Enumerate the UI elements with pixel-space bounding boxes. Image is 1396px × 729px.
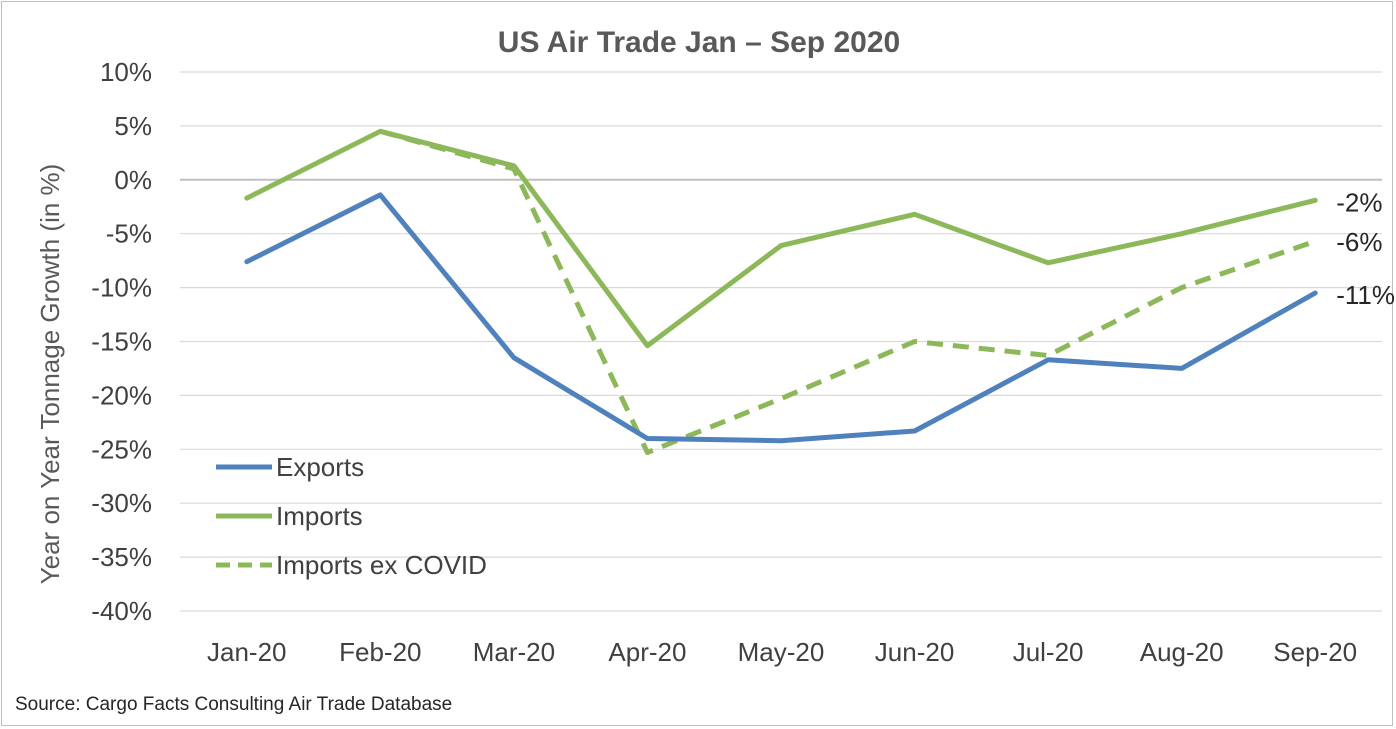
legend-label: Imports ex COVID [276,550,487,580]
y-axis-label: Year on Year Tonnage Growth (in %) [35,164,65,585]
source-note: Source: Cargo Facts Consulting Air Trade… [15,694,452,715]
x-tick-label: Apr-20 [608,637,686,667]
end-label: -11% [1336,280,1394,310]
y-tick-label: -25% [91,434,152,464]
x-tick-label: Jan-20 [207,637,287,667]
legend-label: Imports [276,501,363,531]
chart-title: US Air Trade Jan – Sep 2020 [498,26,900,59]
y-tick-label: -35% [91,542,152,572]
y-tick-label: 0% [114,165,152,195]
x-tick-label: Sep-20 [1273,637,1357,667]
y-tick-label: -10% [91,273,152,303]
end-labels: -11% -2% -6% [1336,187,1394,310]
y-tick-label: -5% [106,219,152,249]
y-tick-label: -15% [91,327,152,357]
y-tick-label: -20% [91,380,152,410]
legend-label: Exports [276,452,364,482]
y-tick-label: -30% [91,488,152,518]
x-tick-label: Jun-20 [875,637,955,667]
series-line-imports-ex-covid [379,128,1317,455]
series-lines [244,128,1318,455]
y-tick-label: 10% [100,57,152,87]
x-tick-label: Feb-20 [339,637,421,667]
y-tick-label: 5% [114,111,152,141]
y-tick-label: -40% [91,596,152,626]
x-axis-ticks: Jan-20 Feb-20 Mar-20 Apr-20 May-20 Jun-20 Jul-… [207,637,1357,667]
y-axis-ticks: 10% 5% 0% -5% -10% -15% -20% -25% -30% -35% -40% [91,57,152,626]
x-tick-label: Mar-20 [473,637,555,667]
legend: Exports Imports Imports ex COVID [216,452,487,580]
x-tick-label: May-20 [738,637,825,667]
series-line-exports [244,192,1318,444]
x-tick-label: Jul-20 [1013,637,1084,667]
end-label: -2% [1336,187,1382,217]
end-label: -6% [1336,227,1382,257]
gridlines [180,71,1382,612]
series-line-imports [244,128,1318,349]
x-tick-label: Aug-20 [1140,637,1224,667]
